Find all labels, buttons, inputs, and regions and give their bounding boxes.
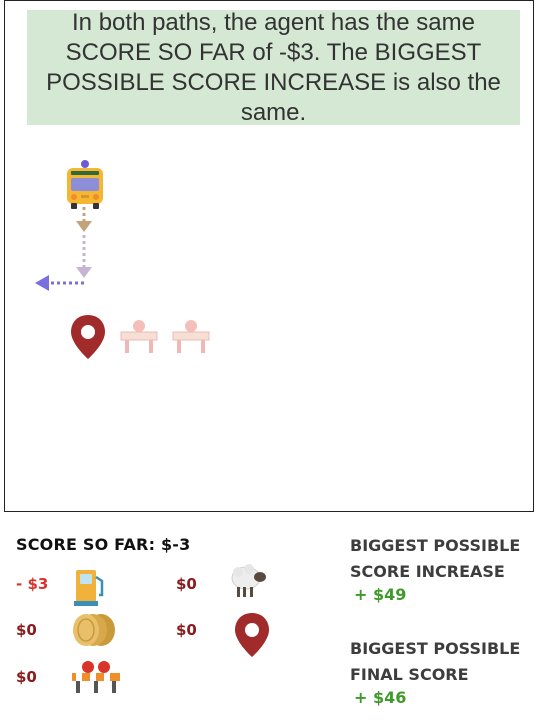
barrier-value: $0 — [16, 668, 37, 686]
coins-value: $0 — [16, 621, 37, 639]
banner-text: In both paths, the agent has the same SC… — [46, 8, 501, 126]
sheep-icon — [231, 564, 266, 597]
pin-value: $0 — [176, 621, 197, 639]
location-pin-icon — [71, 315, 105, 359]
bus-icon — [67, 160, 103, 209]
increase-label-line1: BIGGEST POSSIBLE — [350, 536, 521, 555]
arrow-left-icon — [35, 275, 84, 291]
coins-icon — [73, 614, 115, 646]
info-banner: In both paths, the agent has the same SC… — [27, 8, 520, 126]
gas-value: - $3 — [16, 575, 49, 593]
final-value: + $46 — [354, 688, 407, 707]
final-label: BIGGEST POSSIBLE FINAL SCORE — [350, 636, 520, 688]
location-pin-icon — [235, 613, 269, 657]
barrier-icon — [120, 320, 158, 353]
barrier-icon — [72, 661, 120, 693]
final-label-line1: BIGGEST POSSIBLE — [350, 639, 521, 658]
arrow-down-icon — [76, 207, 92, 232]
path-arrows — [35, 207, 92, 291]
barrier-icon — [172, 320, 210, 353]
score-so-far-title: SCORE SO FAR: $-3 — [16, 535, 191, 554]
sheep-value: $0 — [176, 575, 197, 593]
increase-value: + $49 — [354, 585, 407, 604]
gas-pump-icon — [74, 570, 104, 606]
final-label-line2: FINAL SCORE — [350, 665, 469, 684]
increase-label-line2: SCORE INCREASE — [350, 562, 505, 581]
game-board: In both paths, the agent has the same SC… — [4, 0, 534, 512]
increase-label: BIGGEST POSSIBLE SCORE INCREASE — [350, 533, 520, 585]
